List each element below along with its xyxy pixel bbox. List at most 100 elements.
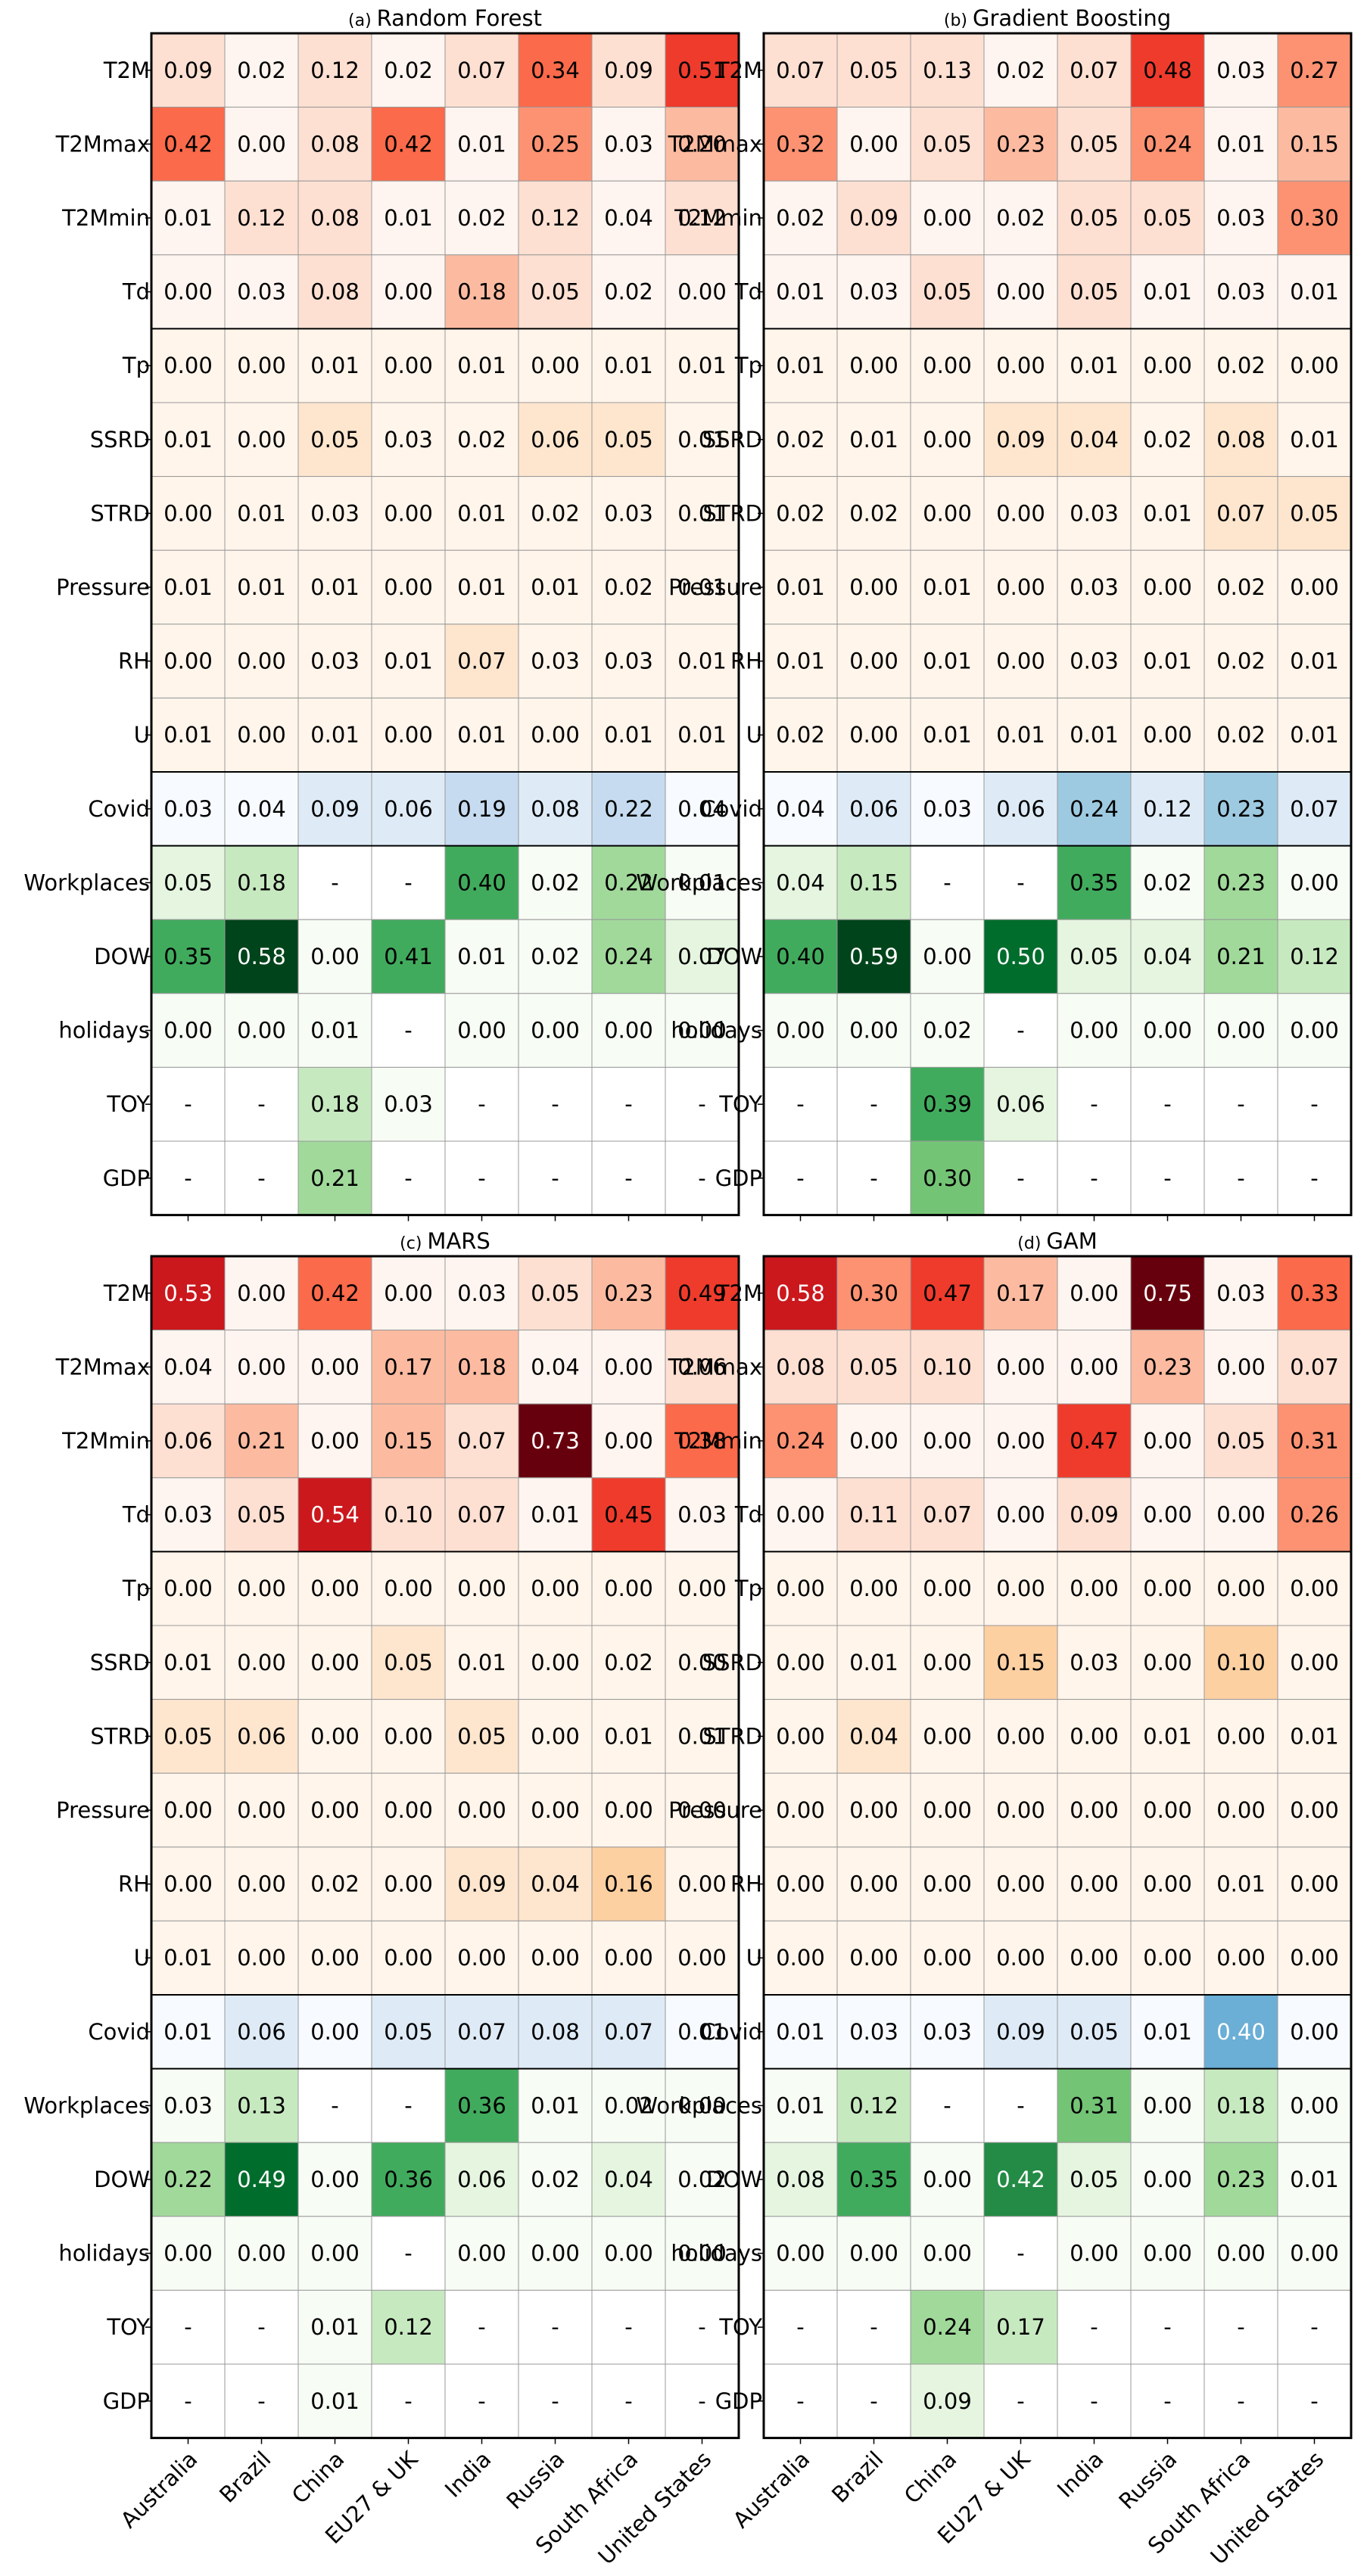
column-label: Russia (1113, 2447, 1182, 2515)
cell-value-label: 0.30 (1290, 205, 1339, 231)
heatmap-cell (1204, 697, 1278, 773)
heatmap-cell (1057, 549, 1132, 625)
heatmap-cell (910, 328, 985, 403)
row-label: Covid (700, 796, 762, 822)
heatmap-cell (1204, 1551, 1278, 1626)
cell-value-label: 0.03 (1216, 58, 1266, 83)
row-label: GDP (103, 2388, 150, 2414)
cell-value-label: 0.00 (1143, 1428, 1192, 1454)
heatmap-cell (151, 697, 226, 773)
cell-value-label: 0.12 (1143, 796, 1192, 822)
cell-value-label: 0.02 (923, 1018, 972, 1044)
cell-value-label: 0.00 (1216, 1354, 1266, 1380)
cell-value-label: 0.01 (1143, 649, 1192, 674)
cell-value-label: 0.04 (849, 1723, 898, 1749)
row-label: U (746, 722, 762, 748)
cell-value-label: 0.00 (1290, 1871, 1339, 1897)
cell-value-label: 0.02 (531, 870, 580, 895)
cell-value-label: 0.01 (531, 1502, 580, 1528)
cell-value-label: 0.00 (1143, 1650, 1192, 1675)
row-label: U (134, 1945, 150, 1971)
cell-value-label: 0.00 (237, 353, 286, 378)
cell-value-label: 0.00 (996, 1354, 1045, 1380)
cell-value-label: - (478, 2314, 485, 2340)
cell-value-label: 0.07 (457, 58, 506, 83)
heatmap-cell (371, 1551, 446, 1626)
cell-value-label: 0.00 (923, 1945, 972, 1971)
heatmap-cell (444, 180, 519, 256)
cell-value-label: 0.00 (1143, 2241, 1192, 2266)
cell-value-label: 0.00 (457, 1945, 506, 1971)
heatmap-cell (1277, 1699, 1352, 1774)
cell-value-label: 0.01 (677, 500, 727, 526)
heatmap-cell (518, 845, 593, 920)
cell-value-label: - (551, 2314, 559, 2340)
heatmap-cell (591, 2068, 666, 2143)
heatmap-cell (763, 1140, 838, 1216)
heatmap-cell (983, 2216, 1058, 2291)
heatmap-cell (518, 919, 593, 994)
row-label: STRD (90, 500, 150, 526)
cell-value-label: 0.00 (1216, 1797, 1266, 1823)
cell-value-label: 0.01 (1070, 722, 1119, 748)
cell-value-label: 0.00 (1070, 1723, 1119, 1749)
heatmap-cell (1277, 107, 1352, 182)
heatmap-cell (371, 1477, 446, 1552)
cell-value-label: 0.03 (849, 2019, 898, 2045)
cell-value-label: 0.00 (310, 1428, 360, 1454)
cell-value-label: 0.23 (604, 1280, 653, 1306)
heatmap-cell (518, 993, 593, 1068)
cell-value-label: 0.02 (849, 500, 898, 526)
cell-value-label: 0.00 (237, 131, 286, 157)
cell-value-label: - (698, 1165, 705, 1191)
heatmap-cell (151, 993, 226, 1068)
heatmap-cell (836, 1140, 911, 1216)
cell-value-label: 0.01 (1290, 649, 1339, 674)
cell-value-label: - (624, 2314, 632, 2340)
heatmap-cell (371, 919, 446, 994)
cell-value-label: 0.00 (776, 1797, 825, 1823)
heatmap-cell (983, 2068, 1058, 2143)
cell-value-label: 0.09 (996, 427, 1045, 453)
heatmap-cell (836, 1920, 911, 1996)
heatmap-cell (763, 33, 838, 108)
cell-value-label: 0.30 (923, 1165, 972, 1191)
cell-value-label: 0.02 (604, 279, 653, 305)
cell-value-label: - (796, 2388, 804, 2414)
row-label: Td (122, 279, 150, 305)
cell-value-label: 0.00 (384, 1945, 433, 1971)
heatmap-cell (371, 2289, 446, 2365)
row-label: Covid (88, 2019, 150, 2045)
heatmap-cell (1277, 1625, 1352, 1700)
cell-value-label: 0.00 (996, 574, 1045, 600)
heatmap-cell (371, 993, 446, 1068)
column-label: Australia (728, 2447, 815, 2534)
heatmap-cell (1204, 1477, 1278, 1552)
cell-value-label: 0.00 (996, 1502, 1045, 1528)
cell-value-label: 0.18 (457, 279, 506, 305)
heatmap-cell (151, 2068, 226, 2143)
cell-value-label: 0.00 (604, 1354, 653, 1380)
row-label: T2Mmax (668, 131, 762, 157)
heatmap-cell (1204, 180, 1278, 256)
row-label: STRD (702, 1723, 762, 1749)
cell-value-label: 0.24 (1070, 796, 1119, 822)
heatmap-cell (371, 1846, 446, 1921)
cell-value-label: 0.16 (604, 1871, 653, 1897)
row-label: T2Mmin (61, 1428, 150, 1454)
heatmap-cell (1057, 624, 1132, 698)
cell-value-label: 0.01 (1290, 2167, 1339, 2192)
row-label: Workplaces (636, 870, 762, 895)
cell-value-label: 0.05 (1290, 500, 1339, 526)
cell-value-label: 0.02 (996, 58, 1045, 83)
heatmap-cell (371, 1403, 446, 1479)
heatmap-cell (591, 1920, 666, 1996)
heatmap-cell (665, 549, 740, 625)
heatmap-cell (836, 1066, 911, 1142)
row-label: GDP (715, 1165, 762, 1191)
cell-value-label: 0.12 (531, 205, 580, 231)
cell-value-label: - (1017, 2241, 1024, 2266)
row-label: holidays (58, 2241, 150, 2266)
cell-value-label: 0.01 (849, 1650, 898, 1675)
heatmap-cell (151, 2363, 226, 2439)
